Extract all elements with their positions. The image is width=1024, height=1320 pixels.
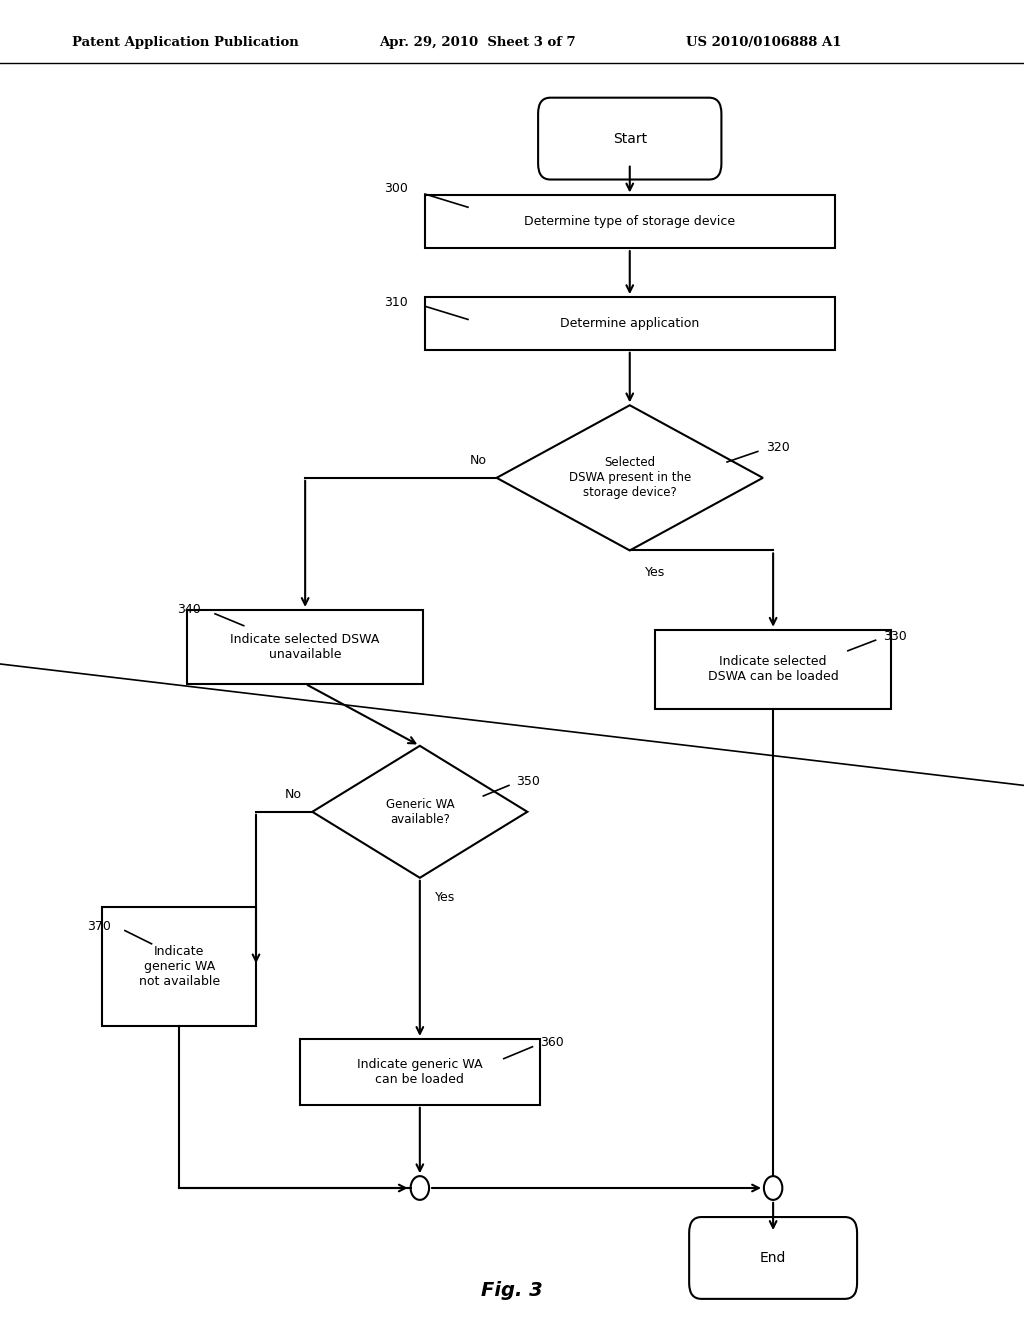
Text: Indicate selected DSWA
unavailable: Indicate selected DSWA unavailable: [230, 632, 380, 661]
Text: US 2010/0106888 A1: US 2010/0106888 A1: [686, 36, 842, 49]
Text: No: No: [469, 454, 486, 467]
Text: Patent Application Publication: Patent Application Publication: [72, 36, 298, 49]
Bar: [655, 630, 891, 709]
Bar: [425, 297, 835, 350]
FancyBboxPatch shape: [689, 1217, 857, 1299]
Bar: [299, 1039, 541, 1105]
Text: Selected
DSWA present in the
storage device?: Selected DSWA present in the storage dev…: [568, 457, 691, 499]
Text: 340: 340: [177, 603, 201, 616]
Bar: [187, 610, 423, 684]
Text: Determine type of storage device: Determine type of storage device: [524, 215, 735, 228]
FancyBboxPatch shape: [539, 98, 721, 180]
Text: 370: 370: [87, 920, 111, 933]
Text: No: No: [285, 788, 302, 801]
Text: 310: 310: [384, 296, 408, 309]
Text: Indicate
generic WA
not available: Indicate generic WA not available: [138, 945, 220, 987]
Text: Indicate generic WA
can be loaded: Indicate generic WA can be loaded: [357, 1057, 482, 1086]
Text: 350: 350: [516, 775, 540, 788]
Text: Determine application: Determine application: [560, 317, 699, 330]
Text: Apr. 29, 2010  Sheet 3 of 7: Apr. 29, 2010 Sheet 3 of 7: [379, 36, 575, 49]
Text: 320: 320: [766, 441, 790, 454]
Text: Fig. 3: Fig. 3: [481, 1282, 543, 1300]
Text: Start: Start: [612, 132, 647, 145]
Text: Yes: Yes: [645, 566, 666, 579]
Polygon shape: [312, 746, 527, 878]
Text: 360: 360: [540, 1036, 563, 1049]
Text: 300: 300: [384, 182, 408, 195]
Bar: [102, 907, 256, 1026]
Bar: [425, 195, 835, 248]
Polygon shape: [497, 405, 763, 550]
Text: Indicate selected
DSWA can be loaded: Indicate selected DSWA can be loaded: [708, 655, 839, 684]
Text: 330: 330: [883, 630, 906, 643]
Text: Yes: Yes: [435, 891, 456, 904]
Text: End: End: [760, 1251, 786, 1265]
Text: Generic WA
available?: Generic WA available?: [385, 797, 455, 826]
